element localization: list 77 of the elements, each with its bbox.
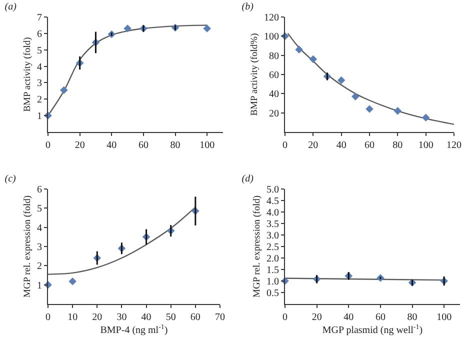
y-axis-title: BMP activity (fold) [23, 37, 34, 112]
point [366, 105, 374, 113]
y-tick-label: 5.0 [266, 184, 279, 196]
y-tick-label: 5 [37, 45, 42, 56]
point [68, 277, 76, 286]
x-tick-label: 20 [312, 312, 322, 323]
x-tick-label: 60 [364, 140, 374, 151]
y-tick-label: 80 [269, 50, 279, 62]
x-tick-label: 120 [446, 140, 462, 151]
x-tick-label: 80 [392, 140, 403, 151]
y-tick-label: 2.0 [266, 254, 279, 264]
x-tick-label: 30 [116, 312, 127, 323]
y-tick-label: 4.0 [266, 208, 279, 218]
x-tick-label: 0 [282, 140, 288, 151]
x-tick-label: 60 [138, 140, 148, 151]
y-tick-label: 120 [264, 12, 279, 24]
y-tick-label: 40 [269, 89, 279, 100]
x-tick-label: 100 [200, 140, 215, 151]
y-tick-label: 3.5 [266, 219, 279, 230]
point [60, 86, 68, 94]
x-tick-label: 60 [190, 312, 200, 323]
y-tick-label: 3 [37, 78, 42, 90]
chart-title: (d) [242, 174, 254, 185]
x-tick-label: 0 [282, 312, 288, 323]
y-tick-label: 4.5 [266, 196, 279, 207]
x-axis-title: BMP-4 (ng ml$^{-1}$) [100, 323, 168, 336]
y-tick-label: 1 [37, 280, 42, 292]
y-axis-title: BMP activity (fold%) [250, 33, 260, 116]
x-tick-label: 40 [141, 312, 152, 323]
chart-title: (a) [4, 2, 18, 13]
point [309, 55, 318, 64]
x-tick-label: 20 [92, 312, 102, 323]
y-tick-label: 2 [37, 94, 42, 106]
x-tick-label: 40 [336, 140, 346, 151]
x-tick-label: 10 [68, 312, 78, 323]
y-axis-title: MGP rel. expression (fold) [23, 195, 34, 298]
chart-title: (b) [242, 2, 254, 13]
y-tick-label: 1.5 [266, 265, 279, 276]
y-tick-label: 3.0 [266, 230, 279, 242]
point [422, 114, 430, 122]
x-tick-label: 80 [170, 140, 180, 151]
x-tick-label: 20 [74, 140, 85, 151]
x-tick-label: 0 [46, 312, 50, 323]
x-tick-label: 40 [106, 140, 117, 151]
point [124, 24, 132, 32]
point [203, 24, 211, 32]
x-axis-title: MGP plasmid (ng well$^{-1}$) [322, 323, 423, 336]
x-tick-label: 60 [375, 312, 386, 323]
y-tick-label: 20 [269, 108, 279, 120]
y-tick-label: 4 [37, 222, 42, 234]
y-tick-label: 5 [37, 204, 42, 215]
y-tick-label: 2 [37, 261, 42, 272]
x-tick-label: 0 [46, 140, 50, 151]
x-tick-label: 20 [308, 140, 318, 151]
y-tick-label: 7 [37, 12, 42, 24]
x-tick-label: 40 [344, 312, 354, 323]
x-tick-label: 100 [436, 312, 452, 323]
x-tick-label: 100 [418, 140, 434, 151]
point [394, 107, 402, 115]
y-tick-label: 60 [269, 70, 279, 81]
x-tick-label: 80 [407, 312, 418, 323]
y-tick-label: 6 [37, 184, 42, 196]
y-tick-label: 3 [37, 242, 42, 253]
x-tick-label: 70 [215, 312, 225, 323]
chart-title: (c) [4, 174, 17, 185]
y-axis-title: MGP rel. expression (fold) [252, 195, 263, 298]
x-tick-label: 50 [166, 312, 176, 323]
y-tick-label: 4 [37, 62, 42, 73]
y-tick-label: 0.5 [266, 288, 279, 299]
point [295, 46, 303, 54]
y-tick-label: 1.0 [266, 276, 279, 288]
point [337, 76, 346, 84]
y-tick-label: 2.5 [266, 242, 279, 253]
y-tick-label: 100 [264, 32, 279, 43]
y-tick-label: 1 [37, 111, 42, 122]
point [352, 92, 360, 100]
y-tick-label: 6 [37, 28, 42, 40]
